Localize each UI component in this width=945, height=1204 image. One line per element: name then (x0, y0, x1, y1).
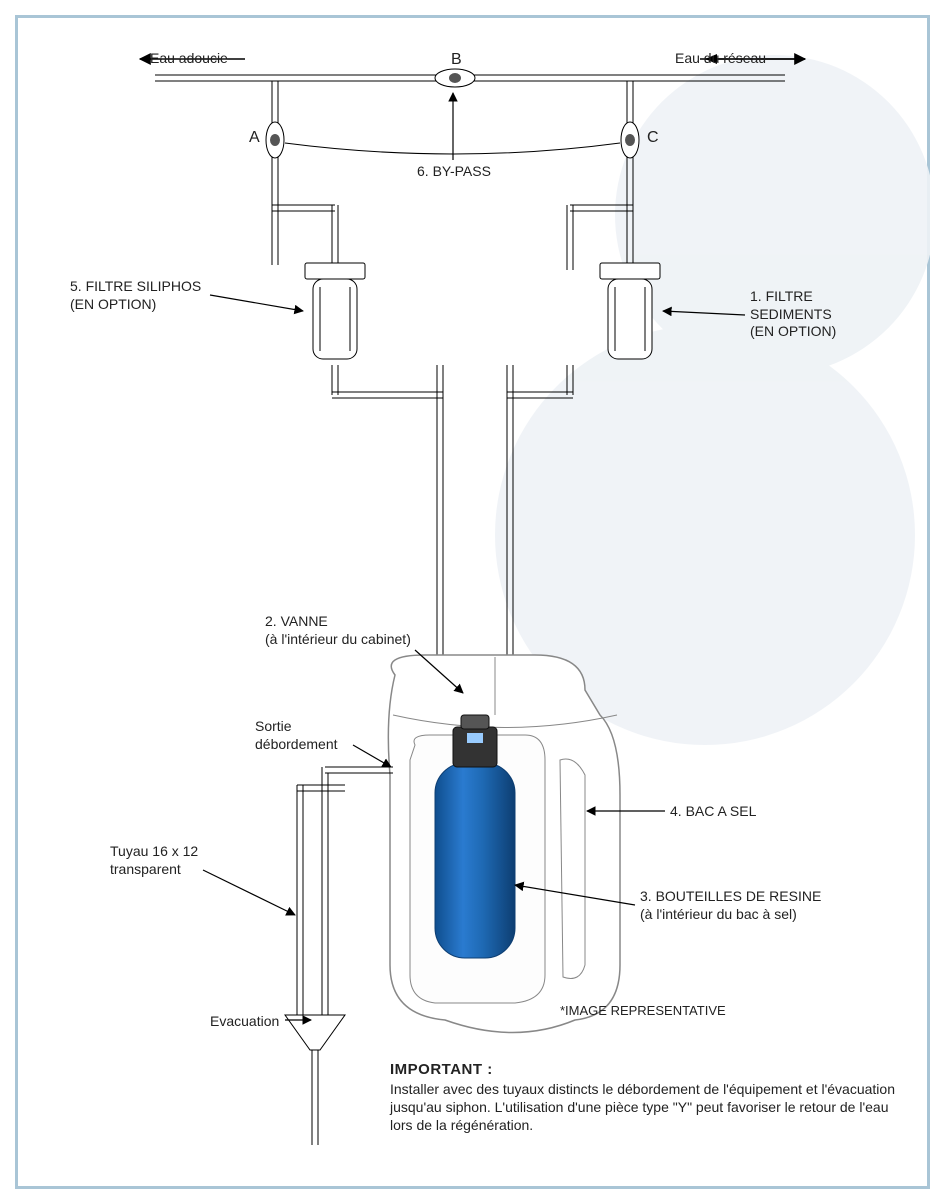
label-sortie-debord: Sortie débordement (255, 718, 338, 753)
label-eau-reseau: Eau du réseau (675, 50, 766, 68)
label-filtre-sediments: 1. FILTRE SEDIMENTS (EN OPTION) (750, 288, 836, 341)
label-bac-sel: 4. BAC A SEL (670, 803, 756, 821)
important-body: Installer avec des tuyaux distincts le d… (390, 1080, 910, 1135)
overflow-drain (285, 767, 393, 1145)
label-image-rep: *IMAGE REPRESENTATIVE (560, 1003, 726, 1019)
label-letter-A: A (249, 128, 260, 148)
bg-circles (495, 55, 930, 745)
label-letter-C: C (647, 128, 659, 148)
filter-left (305, 263, 365, 359)
label-eau-adoucie: Eau adoucie (150, 50, 228, 68)
valve-C (621, 122, 639, 158)
label-letter-B: B (451, 50, 462, 70)
important-note: IMPORTANT : Installer avec des tuyaux di… (390, 1060, 910, 1134)
label-bouteilles: 3. BOUTEILLES DE RESINE (à l'intérieur d… (640, 888, 821, 923)
label-tuyau: Tuyau 16 x 12 transparent (110, 843, 198, 878)
label-evacuation: Evacuation (210, 1013, 279, 1031)
valve-A (266, 122, 284, 158)
valve-B (435, 69, 475, 87)
label-filtre-siliphos: 5. FILTRE SILIPHOS (EN OPTION) (70, 278, 201, 313)
label-bypass: 6. BY-PASS (417, 163, 491, 181)
diagram-svg (15, 15, 930, 1189)
label-vanne: 2. VANNE (à l'intérieur du cabinet) (265, 613, 411, 648)
filter-right (600, 263, 660, 359)
important-header: IMPORTANT : (390, 1060, 910, 1080)
